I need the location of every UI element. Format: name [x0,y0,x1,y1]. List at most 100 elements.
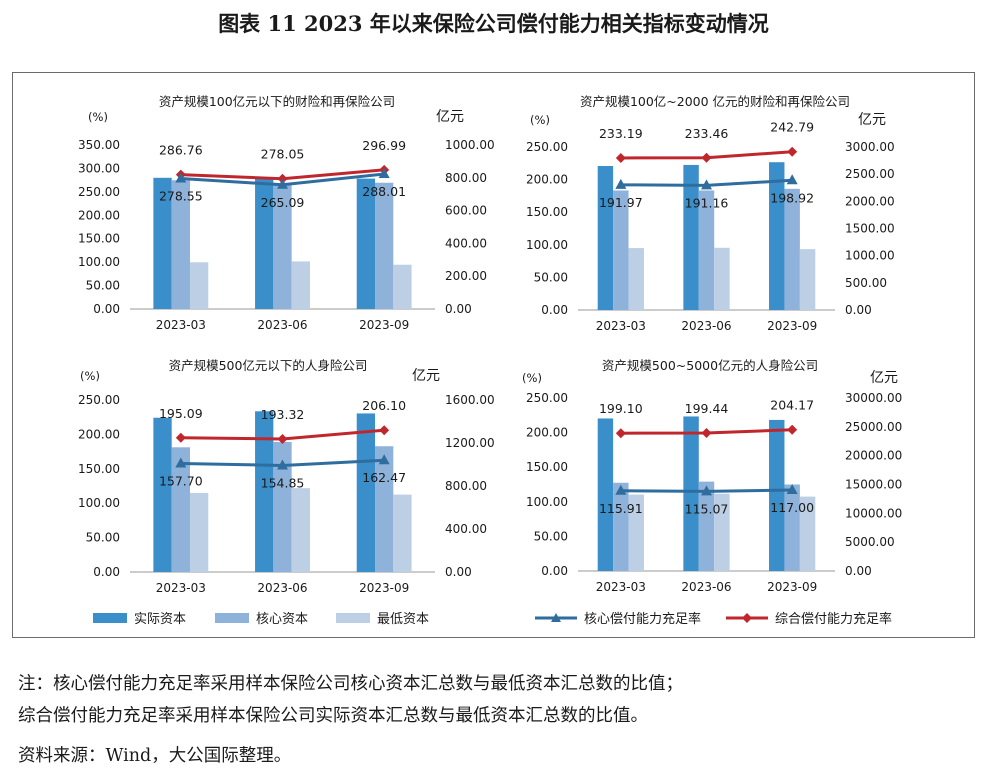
label-core-ratio: 265.09 [261,195,305,210]
left-axis-tick: 200.00 [526,426,568,440]
legend-marker-core-ratio [535,612,577,622]
point-core-ratio [615,178,627,189]
right-axis-tick: 800.00 [445,171,487,185]
point-core-ratio [277,459,288,470]
point-total-ratio [701,152,712,163]
legend-item-core-ratio: 核心偿付能力充足率 [535,608,701,627]
legend-label-core-ratio: 核心偿付能力充足率 [584,612,702,627]
bar-min-capital [714,247,730,310]
category-label: 2023-03 [596,580,646,594]
category-label: 2023-06 [257,581,307,595]
legend-swatch-core [215,612,249,623]
category-label: 2023-09 [767,319,817,333]
point-core-ratio [615,484,627,495]
bar-min-capital [393,494,412,572]
bar-actual-capital [356,178,376,309]
label-core-ratio: 191.97 [599,195,643,210]
right-axis-tick: 200.00 [445,269,487,283]
legend-swatch-actual [93,612,127,623]
left-axis-unit: (%) [522,371,542,385]
left-axis-tick: 50.00 [534,529,568,543]
right-axis-tick: 1000.00 [845,249,895,263]
bar-core-capital [698,481,715,571]
label-core-ratio: 191.16 [685,195,729,210]
left-axis-unit: (%) [88,110,108,124]
category-label: 2023-06 [257,318,307,332]
category-label: 2023-09 [359,318,409,332]
bar-min-capital [189,262,209,309]
point-core-ratio [786,484,798,495]
left-axis-tick: 0.00 [93,302,120,316]
left-axis-tick: 100.00 [526,238,568,252]
left-axis-tick: 200.00 [78,208,120,222]
point-total-ratio [175,432,186,443]
right-axis-tick: 500.00 [845,276,887,290]
bar-core-capital [273,441,292,572]
bar-min-capital [189,492,209,572]
legend-item-actual: 实际资本 [93,608,186,627]
legend-item-min: 最低资本 [336,608,429,627]
left-axis-tick: 150.00 [526,205,568,219]
point-total-ratio [701,427,712,438]
right-axis-unit: 亿元 [412,368,440,384]
note-line-2: 综合偿付能力充足率采用样本保险公司实际资本汇总数与最低资本汇总数的比值。 [18,706,648,726]
point-total-ratio [787,146,798,157]
right-axis-tick: 1600.00 [445,393,495,407]
chart-title: 资产规模100亿元以下的财险和再保险公司 [159,94,395,109]
bar-actual-capital [597,418,614,571]
left-axis-tick: 250.00 [78,393,120,407]
bar-core-capital [375,446,394,572]
legend-label-total-ratio: 综合偿付能力充足率 [775,612,893,627]
legend-label-core: 核心资本 [256,612,309,627]
label-core-ratio: 115.91 [599,501,643,516]
label-total-ratio: 193.32 [261,407,305,422]
right-axis-tick: 600.00 [445,204,487,218]
bar-min-capital [799,249,816,310]
left-axis-tick: 200.00 [526,173,568,187]
point-core-ratio [701,179,712,190]
point-total-ratio [787,424,798,435]
bar-core-capital [273,184,292,309]
label-core-ratio: 157.70 [159,474,203,489]
right-axis-tick: 25000.00 [845,420,902,434]
chart-panel-small-life: 资产规模500亿元以下的人身险公司 (%) 亿元 0.00 50.00 100.00 150… [78,358,495,595]
point-core-ratio [277,178,288,189]
right-axis-tick: 1200.00 [445,436,495,450]
bar-actual-capital [153,417,172,572]
chart-panel-large-life: 资产规模500~5000亿元的人身险公司 (%) 亿元 0.00 50.00 100.00… [522,358,902,594]
left-axis-tick: 0.00 [93,565,120,579]
label-total-ratio: 286.76 [159,143,203,158]
point-total-ratio [379,425,390,436]
category-label: 2023-03 [156,318,206,332]
chart-panel-small-pc: 资产规模100亿元以下的财险和再保险公司 (%) 亿元 0.00 50.00 100.00… [78,94,495,332]
label-core-ratio: 117.00 [770,500,814,515]
label-total-ratio: 233.46 [685,126,729,141]
label-total-ratio: 296.99 [362,138,406,153]
left-axis-unit: (%) [530,113,550,127]
label-core-ratio: 288.01 [362,184,406,199]
left-axis-tick: 150.00 [78,462,120,476]
point-total-ratio [615,428,626,439]
right-axis-tick: 2500.00 [845,167,895,181]
label-total-ratio: 199.10 [599,401,643,416]
category-label: 2023-06 [681,319,731,333]
left-axis-tick: 350.00 [78,138,120,152]
left-axis-tick: 50.00 [86,279,120,293]
bar-core-capital [375,182,394,309]
left-axis-tick: 150.00 [526,460,568,474]
right-axis-unit: 亿元 [858,112,886,128]
left-axis-tick: 0.00 [541,303,568,317]
right-axis-tick: 15000.00 [845,478,902,492]
legend-swatch-min [336,612,370,623]
category-label: 2023-09 [359,581,409,595]
point-total-ratio [277,433,288,444]
category-label: 2023-09 [767,580,817,594]
label-total-ratio: 199.44 [685,401,729,416]
label-total-ratio: 206.10 [362,398,406,413]
right-axis-tick: 3000.00 [845,140,895,154]
bar-actual-capital [683,416,699,571]
right-axis-tick: 20000.00 [845,449,902,463]
legend: 实际资本 核心资本 最低资本 核心偿付能力充足率 综合偿付能力充足率 [0,606,987,630]
left-axis-unit: (%) [80,369,100,383]
label-core-ratio: 278.55 [159,188,203,203]
